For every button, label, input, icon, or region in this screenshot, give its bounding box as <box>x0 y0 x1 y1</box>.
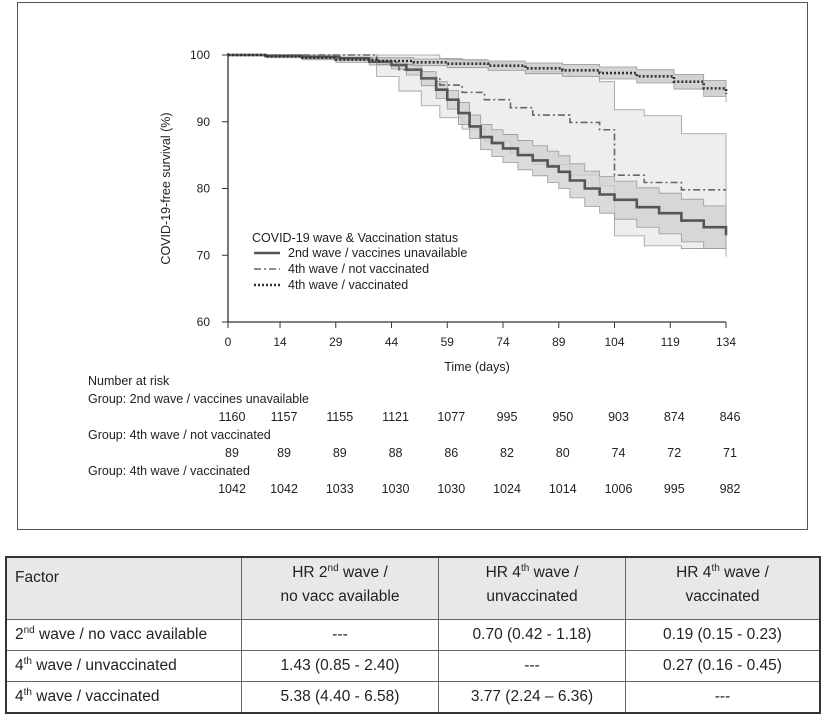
hr-table-header-row: Factor HR 2nd wave / no vacc available H… <box>5 556 821 620</box>
risk-count: 80 <box>555 446 570 460</box>
y-tick-label: 70 <box>197 248 211 262</box>
risk-count: 71 <box>723 446 737 460</box>
risk-count: 903 <box>608 410 629 424</box>
risk-count: 1006 <box>604 482 633 496</box>
risk-count: 88 <box>388 446 403 460</box>
risk-count: 74 <box>611 446 626 460</box>
km-survival-chart: 0 14 29 44 59 74 89 104 119 134 60 70 80 90 100 Time (d… <box>159 48 736 374</box>
figure-panel: 0 14 29 44 59 74 89 104 119 134 60 70 80 90 100 Time (d… <box>17 2 808 530</box>
legend-title: COVID-19 wave & Vaccination status <box>252 231 458 245</box>
risk-count: 995 <box>496 410 518 424</box>
risk-group-label: Group: 4th wave / vaccinated <box>88 464 250 478</box>
table-row: 2nd wave / no vacc available --- 0.70 (0… <box>5 619 821 651</box>
risk-table-title: Number at risk <box>88 374 170 388</box>
risk-count: 846 <box>719 410 741 424</box>
risk-count: 1160 <box>218 410 246 424</box>
row-label: 4th wave / vaccinated <box>5 681 242 714</box>
risk-count: 89 <box>277 446 291 460</box>
hr-cell: 5.38 (4.40 - 6.58) <box>241 681 439 714</box>
x-tick-label: 134 <box>716 335 736 349</box>
legend-entry-1: 2nd wave / vaccines unavailable <box>288 246 467 260</box>
risk-count: 1030 <box>381 482 410 496</box>
legend-entry-2: 4th wave / not vaccinated <box>288 262 429 276</box>
table-row: 4th wave / unvaccinated 1.43 (0.85 - 2.4… <box>5 650 821 682</box>
risk-count: 1014 <box>548 482 577 496</box>
y-tick-label: 80 <box>197 182 211 196</box>
hr-col-header-2: HR 4th wave / unvaccinated <box>438 556 626 620</box>
risk-count: 86 <box>444 446 459 460</box>
hr-cell: --- <box>241 619 439 651</box>
risk-count: 1033 <box>325 482 354 496</box>
hr-cell: 0.70 (0.42 - 1.18) <box>438 619 626 651</box>
x-tick-label: 74 <box>496 335 510 349</box>
risk-count: 89 <box>332 446 347 460</box>
risk-count: 950 <box>552 410 574 424</box>
risk-count: 1024 <box>493 482 521 496</box>
row-label: 4th wave / unvaccinated <box>5 650 242 682</box>
risk-count: 1121 <box>382 410 409 424</box>
y-tick-label: 100 <box>190 48 210 62</box>
hr-cell: 3.77 (2.24 – 6.36) <box>438 681 626 714</box>
risk-count: 874 <box>663 410 685 424</box>
x-tick-label: 119 <box>661 335 680 349</box>
risk-count: 72 <box>667 446 682 460</box>
x-tick-label: 0 <box>225 335 232 349</box>
x-tick-label: 29 <box>329 335 343 349</box>
row-label: 2nd wave / no vacc available <box>5 619 242 651</box>
risk-count: 982 <box>719 482 741 496</box>
x-tick-label: 89 <box>552 335 566 349</box>
x-tick-label: 14 <box>273 335 287 349</box>
hr-cell: --- <box>625 681 821 714</box>
x-tick-label: 104 <box>604 335 624 349</box>
hr-cell: 1.43 (0.85 - 2.40) <box>241 650 439 682</box>
risk-count: 82 <box>500 446 514 460</box>
factor-header: Factor <box>5 556 242 620</box>
risk-count: 1155 <box>326 410 354 424</box>
series-line-3 <box>228 53 728 94</box>
y-tick-label: 60 <box>197 315 211 329</box>
x-tick-label: 44 <box>385 335 399 349</box>
risk-group-label: Group: 4th wave / not vaccinated <box>88 428 271 442</box>
y-axis-label: COVID-19-free survival (%) <box>159 112 173 264</box>
hr-col-header-1: HR 2nd wave / no vacc available <box>241 556 439 620</box>
y-tick-label: 90 <box>197 115 211 129</box>
risk-count: 1157 <box>270 410 298 424</box>
ci-band-1 <box>228 54 727 257</box>
table-row: 4th wave / vaccinated 5.38 (4.40 - 6.58)… <box>5 681 821 714</box>
risk-count: 1042 <box>270 482 298 496</box>
risk-count: 1030 <box>437 482 466 496</box>
x-axis-label: Time (days) <box>444 360 510 374</box>
hr-col-header-3: HR 4th wave / vaccinated <box>625 556 821 620</box>
series-line-2 <box>228 54 726 191</box>
risk-group-label: Group: 2nd wave / vaccines unavailable <box>88 392 309 406</box>
risk-count: 1042 <box>218 482 246 496</box>
hazard-ratio-table: Factor HR 2nd wave / no vacc available H… <box>5 556 821 714</box>
risk-count: 1077 <box>437 410 466 424</box>
hr-cell: --- <box>438 650 626 682</box>
x-tick-label: 59 <box>441 335 455 349</box>
hr-cell: 0.27 (0.16 - 0.45) <box>625 650 821 682</box>
legend-entry-3: 4th wave / vaccinated <box>288 278 408 292</box>
risk-count: 995 <box>663 482 685 496</box>
hr-cell: 0.19 (0.15 - 0.23) <box>625 619 821 651</box>
risk-count: 89 <box>225 446 239 460</box>
